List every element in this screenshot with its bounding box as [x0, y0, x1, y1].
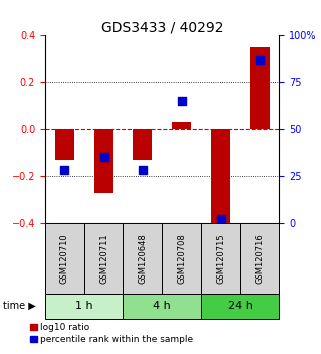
- Text: 4 h: 4 h: [153, 301, 171, 311]
- Bar: [84, 223, 123, 294]
- Text: 24 h: 24 h: [228, 301, 253, 311]
- Text: GSM120710: GSM120710: [60, 233, 69, 284]
- Point: [257, 57, 262, 63]
- Point: [62, 168, 67, 173]
- Bar: [162, 223, 201, 294]
- Text: GSM120716: GSM120716: [255, 233, 264, 284]
- Bar: [123, 294, 201, 319]
- Bar: [123, 223, 162, 294]
- Title: GDS3433 / 40292: GDS3433 / 40292: [101, 20, 223, 34]
- Bar: [240, 223, 279, 294]
- Text: GSM120648: GSM120648: [138, 233, 147, 284]
- Text: GSM120715: GSM120715: [216, 233, 225, 284]
- Bar: [201, 294, 279, 319]
- Point: [218, 216, 223, 222]
- Point: [101, 154, 106, 160]
- Point: [179, 98, 184, 104]
- Bar: [201, 223, 240, 294]
- Point: [140, 168, 145, 173]
- Bar: [133, 129, 152, 160]
- Legend: log10 ratio, percentile rank within the sample: log10 ratio, percentile rank within the …: [30, 323, 193, 344]
- Text: GSM120708: GSM120708: [177, 233, 186, 284]
- Bar: [45, 294, 123, 319]
- Text: time ▶: time ▶: [3, 301, 36, 311]
- Bar: [94, 129, 113, 193]
- Text: GSM120711: GSM120711: [99, 233, 108, 284]
- Bar: [250, 47, 270, 129]
- Text: 1 h: 1 h: [75, 301, 93, 311]
- Bar: [172, 122, 191, 129]
- Bar: [55, 129, 74, 160]
- Bar: [45, 223, 84, 294]
- Bar: [211, 129, 230, 225]
